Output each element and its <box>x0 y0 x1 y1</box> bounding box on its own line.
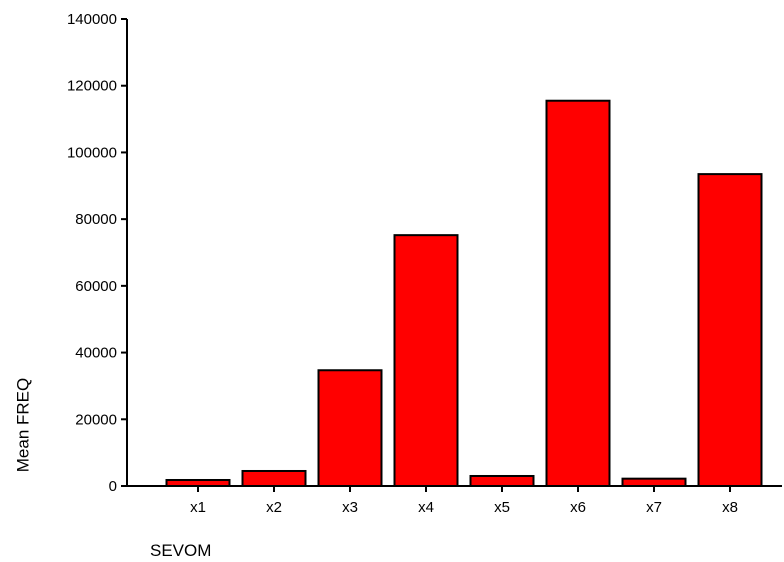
x-ticks: x1 x2 x3 x4 x5 x6 x7 x8 <box>190 486 738 516</box>
x-tick-label: x1 <box>190 499 206 516</box>
y-tick-label: 20000 <box>75 411 117 428</box>
y-tick-label: 100000 <box>67 144 117 161</box>
y-tick-label: 120000 <box>67 78 117 95</box>
y-tick-label: 140000 <box>67 11 117 28</box>
bar-x3 <box>317 369 383 487</box>
x-tick-label: x6 <box>570 499 586 516</box>
y-tick-label: 60000 <box>75 278 117 295</box>
axes-layer <box>126 19 782 487</box>
bar-x2 <box>241 469 307 488</box>
x-axis-title: SEVOM <box>150 541 211 560</box>
x-tick-label: x8 <box>722 499 738 516</box>
bars-layer <box>165 99 763 488</box>
y-axis-title: Mean FREQ <box>13 378 32 472</box>
y-ticks: 0 20000 40000 60000 80000 100000 120000 140000 <box>67 11 127 495</box>
bar-x8 <box>697 173 763 487</box>
bar-x4 <box>393 234 459 487</box>
x-tick-label: x4 <box>418 499 434 516</box>
x-tick-label: x5 <box>494 499 510 516</box>
x-tick-label: x2 <box>266 499 282 516</box>
x-tick-label: x3 <box>342 499 358 516</box>
x-tick-label: x7 <box>646 499 662 516</box>
y-tick-label: 40000 <box>75 345 117 362</box>
bar-x5 <box>469 474 535 488</box>
bar-x6 <box>545 99 611 487</box>
y-tick-label: 0 <box>109 478 117 495</box>
bar-x7 <box>621 477 687 488</box>
y-tick-label: 80000 <box>75 211 117 228</box>
